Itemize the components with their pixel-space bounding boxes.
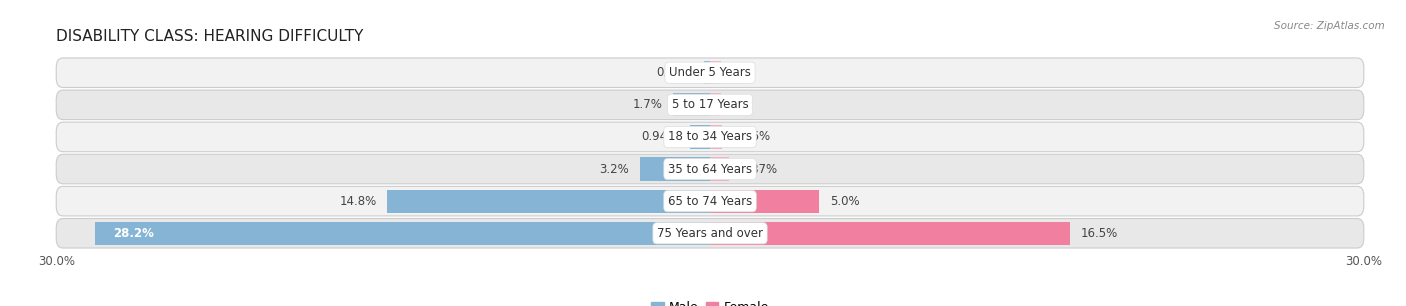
FancyBboxPatch shape: [56, 58, 1364, 88]
Text: 18 to 34 Years: 18 to 34 Years: [668, 130, 752, 144]
Bar: [689, 125, 710, 148]
Text: 35 to 64 Years: 35 to 64 Years: [668, 162, 752, 176]
Text: 3.2%: 3.2%: [599, 162, 630, 176]
Text: 16.5%: 16.5%: [1080, 227, 1118, 240]
Bar: [710, 222, 1070, 245]
Text: 28.2%: 28.2%: [112, 227, 153, 240]
Bar: [640, 158, 710, 181]
Text: 0.0%: 0.0%: [721, 98, 751, 111]
FancyBboxPatch shape: [56, 218, 1364, 248]
Bar: [388, 190, 710, 213]
Text: 65 to 74 Years: 65 to 74 Years: [668, 195, 752, 208]
Text: 14.8%: 14.8%: [339, 195, 377, 208]
Bar: [710, 190, 818, 213]
Text: 0.0%: 0.0%: [721, 66, 751, 79]
Text: 0.27%: 0.27%: [657, 66, 693, 79]
Text: 0.94%: 0.94%: [641, 130, 679, 144]
Bar: [96, 222, 710, 245]
FancyBboxPatch shape: [56, 154, 1364, 184]
Bar: [710, 158, 728, 181]
Bar: [710, 61, 721, 84]
Bar: [710, 93, 721, 116]
FancyBboxPatch shape: [56, 122, 1364, 152]
Text: 0.87%: 0.87%: [740, 162, 778, 176]
Legend: Male, Female: Male, Female: [647, 296, 773, 306]
Bar: [710, 125, 723, 148]
Bar: [704, 61, 710, 84]
Text: 1.7%: 1.7%: [633, 98, 662, 111]
Text: 75 Years and over: 75 Years and over: [657, 227, 763, 240]
Text: Source: ZipAtlas.com: Source: ZipAtlas.com: [1274, 21, 1385, 32]
Text: 0.56%: 0.56%: [733, 130, 770, 144]
FancyBboxPatch shape: [56, 90, 1364, 120]
Text: 5.0%: 5.0%: [830, 195, 859, 208]
Text: Under 5 Years: Under 5 Years: [669, 66, 751, 79]
FancyBboxPatch shape: [56, 186, 1364, 216]
Bar: [673, 93, 710, 116]
Text: DISABILITY CLASS: HEARING DIFFICULTY: DISABILITY CLASS: HEARING DIFFICULTY: [56, 29, 364, 44]
Text: 5 to 17 Years: 5 to 17 Years: [672, 98, 748, 111]
